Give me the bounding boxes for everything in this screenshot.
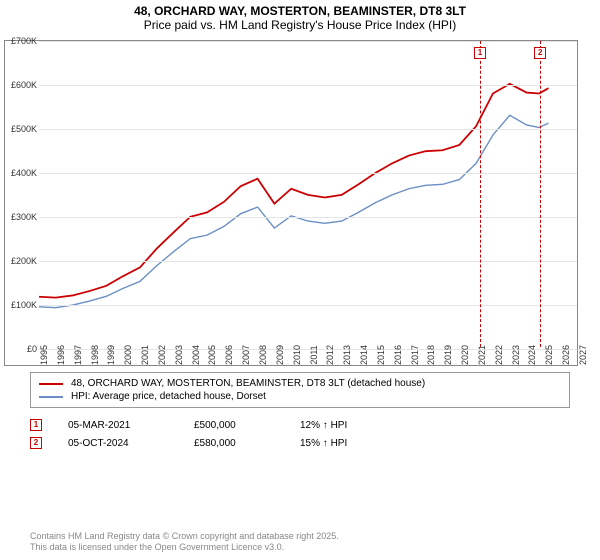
event-marker-line	[480, 41, 481, 347]
chart-titles: 48, ORCHARD WAY, MOSTERTON, BEAMINSTER, …	[0, 0, 600, 32]
gridline	[39, 85, 577, 86]
x-axis-label: 2013	[342, 345, 352, 365]
x-axis-label: 1998	[90, 345, 100, 365]
y-axis-label: £400K	[5, 168, 37, 178]
x-axis-label: 2002	[157, 345, 167, 365]
x-axis-label: 2003	[174, 345, 184, 365]
y-axis-label: £0	[5, 344, 37, 354]
x-axis-label: 2004	[191, 345, 201, 365]
x-axis-label: 2020	[460, 345, 470, 365]
event-marker-box: 1	[474, 47, 486, 59]
series-line-red	[39, 84, 548, 298]
gridline	[39, 41, 577, 42]
x-axis-label: 2006	[224, 345, 234, 365]
credit-line-1: Contains HM Land Registry data © Crown c…	[30, 531, 339, 543]
event-table: 1 05-MAR-2021 £500,000 12% ↑ HPI 2 05-OCT-202…	[30, 416, 347, 452]
event-price: £580,000	[194, 438, 274, 449]
chart-area: £0£100K£200K£300K£400K£500K£600K£700K199…	[4, 40, 578, 366]
x-axis-label: 2024	[527, 345, 537, 365]
x-axis-label: 2015	[376, 345, 386, 365]
x-axis-label: 2021	[477, 345, 487, 365]
y-axis-label: £700K	[5, 36, 37, 46]
y-axis-label: £100K	[5, 300, 37, 310]
y-axis-label: £300K	[5, 212, 37, 222]
event-marker-box: 2	[534, 47, 546, 59]
event-delta: 15% ↑ HPI	[300, 438, 347, 449]
plot-area: £0£100K£200K£300K£400K£500K£600K£700K199…	[39, 41, 577, 347]
credits: Contains HM Land Registry data © Crown c…	[30, 531, 339, 554]
x-axis-label: 2018	[426, 345, 436, 365]
x-axis-label: 1996	[56, 345, 66, 365]
series-line-blue	[39, 115, 548, 307]
y-axis-label: £500K	[5, 124, 37, 134]
x-axis-label: 2025	[544, 345, 554, 365]
x-axis-label: 2017	[410, 345, 420, 365]
gridline	[39, 217, 577, 218]
chart-lines	[39, 41, 577, 347]
legend-label: 48, ORCHARD WAY, MOSTERTON, BEAMINSTER, …	[71, 378, 425, 389]
x-axis-label: 2008	[258, 345, 268, 365]
event-price: £500,000	[194, 420, 274, 431]
event-number-box: 1	[30, 419, 42, 431]
legend-item: HPI: Average price, detached house, Dors…	[39, 390, 561, 403]
x-axis-label: 2009	[275, 345, 285, 365]
title-subtitle: Price paid vs. HM Land Registry's House …	[0, 18, 600, 32]
event-delta: 12% ↑ HPI	[300, 420, 347, 431]
legend-item: 48, ORCHARD WAY, MOSTERTON, BEAMINSTER, …	[39, 377, 561, 390]
x-axis-label: 2016	[393, 345, 403, 365]
x-axis-label: 2011	[309, 345, 319, 364]
x-axis-label: 2005	[207, 345, 217, 365]
y-axis-label: £200K	[5, 256, 37, 266]
x-axis-label: 2014	[359, 345, 369, 365]
x-axis-label: 2007	[241, 345, 251, 365]
event-row: 1 05-MAR-2021 £500,000 12% ↑ HPI	[30, 416, 347, 434]
gridline	[39, 261, 577, 262]
x-axis-label: 2026	[561, 345, 571, 365]
x-axis-label: 2001	[140, 345, 150, 365]
gridline	[39, 173, 577, 174]
event-number-box: 2	[30, 437, 42, 449]
x-axis-label: 2023	[511, 345, 521, 365]
x-axis-label: 1997	[73, 345, 83, 365]
x-axis-label: 2010	[292, 345, 302, 365]
event-date: 05-OCT-2024	[68, 438, 168, 449]
x-axis-label: 2022	[494, 345, 504, 365]
title-address: 48, ORCHARD WAY, MOSTERTON, BEAMINSTER, …	[0, 4, 600, 18]
gridline	[39, 129, 577, 130]
credit-line-2: This data is licensed under the Open Gov…	[30, 542, 339, 554]
y-axis-label: £600K	[5, 80, 37, 90]
legend-swatch	[39, 396, 63, 398]
legend-swatch	[39, 383, 63, 385]
gridline	[39, 305, 577, 306]
x-axis-label: 1995	[39, 345, 49, 365]
event-row: 2 05-OCT-2024 £580,000 15% ↑ HPI	[30, 434, 347, 452]
x-axis-label: 2027	[578, 345, 588, 365]
x-axis-label: 2012	[325, 345, 335, 365]
legend-label: HPI: Average price, detached house, Dors…	[71, 391, 266, 402]
x-axis-label: 1999	[106, 345, 116, 365]
x-axis-label: 2000	[123, 345, 133, 365]
legend: 48, ORCHARD WAY, MOSTERTON, BEAMINSTER, …	[30, 372, 570, 408]
event-marker-line	[540, 41, 541, 347]
event-date: 05-MAR-2021	[68, 420, 168, 431]
x-axis-label: 2019	[443, 345, 453, 365]
